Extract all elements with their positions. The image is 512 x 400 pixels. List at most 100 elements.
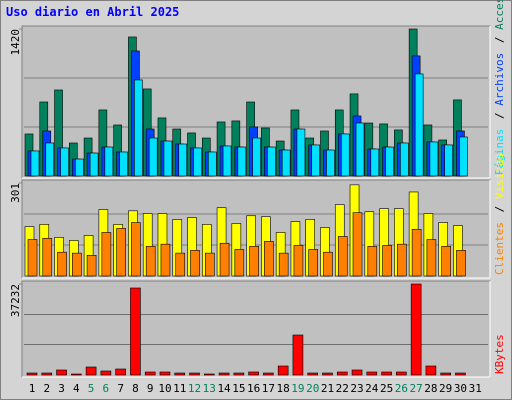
- bar: [56, 369, 67, 376]
- x-tick-label: 29: [439, 382, 452, 395]
- legend: KBytes: [493, 334, 506, 374]
- chart-title: Uso diario en Abril 2025: [6, 5, 179, 19]
- bar: [233, 372, 245, 376]
- y-tick-label: 301: [9, 183, 22, 203]
- bar: [293, 245, 304, 277]
- bar: [45, 142, 55, 177]
- bar: [248, 371, 259, 376]
- bar: [322, 372, 333, 376]
- bar: [174, 372, 186, 376]
- bar: [86, 254, 97, 277]
- bar: [425, 365, 437, 376]
- bar: [30, 150, 40, 177]
- bar: [115, 368, 126, 376]
- y-tick-label: 37232: [9, 284, 22, 317]
- bar: [370, 148, 380, 177]
- bar: [57, 251, 67, 277]
- bar: [456, 250, 466, 277]
- bar: [366, 371, 378, 376]
- bar: [145, 246, 156, 277]
- bar: [355, 122, 365, 177]
- bar: [119, 151, 128, 177]
- bar: [277, 365, 289, 376]
- bar: [219, 242, 230, 277]
- legend-entry: KBytes: [493, 334, 506, 374]
- x-tick-label: 27: [410, 382, 423, 395]
- bar: [382, 245, 392, 277]
- x-tick-label: 5: [88, 382, 95, 395]
- x-tick-label: 4: [73, 382, 80, 395]
- bar: [72, 252, 82, 277]
- legend-separator: /: [493, 106, 506, 126]
- bar: [85, 366, 97, 376]
- bar: [410, 283, 422, 376]
- bar: [455, 372, 466, 376]
- bar: [263, 372, 274, 376]
- x-tick-label: 24: [365, 382, 379, 395]
- legend-entry: Accesos: [493, 0, 506, 30]
- bar: [249, 246, 259, 277]
- x-tick-label: 16: [247, 382, 260, 395]
- bar: [41, 372, 53, 376]
- x-tick-label: 23: [350, 382, 363, 395]
- bar: [414, 73, 424, 177]
- bar: [71, 373, 82, 376]
- bar: [296, 128, 306, 177]
- x-tick-label: 25: [380, 382, 393, 395]
- x-tick-label: 9: [147, 382, 154, 395]
- x-tick-label: 28: [424, 382, 437, 395]
- x-tick-label: 2: [43, 382, 50, 395]
- x-tick-label: 7: [117, 382, 124, 395]
- x-tick-label: 3: [58, 382, 65, 395]
- bar: [278, 252, 289, 277]
- y-tick-label: 1420: [9, 29, 22, 56]
- x-tick-label: 1: [29, 382, 36, 395]
- bar: [337, 236, 348, 277]
- bar: [459, 136, 468, 177]
- bar: [189, 372, 200, 376]
- bar: [264, 241, 274, 277]
- legend-separator: /: [493, 199, 506, 219]
- bar: [340, 133, 350, 177]
- x-tick-label: 11: [173, 382, 186, 395]
- bar: [441, 246, 451, 277]
- x-tick-label: 13: [203, 382, 216, 395]
- x-tick-label: 18: [277, 382, 290, 395]
- bar: [178, 143, 188, 177]
- bar: [381, 371, 392, 376]
- bar: [396, 371, 407, 376]
- bar: [89, 152, 99, 177]
- bar: [163, 140, 173, 177]
- bar: [222, 145, 232, 177]
- bar: [160, 243, 171, 277]
- x-tick-label: 17: [262, 382, 275, 395]
- bar: [307, 372, 319, 376]
- x-tick-label: 30: [454, 382, 467, 395]
- bar: [42, 238, 53, 277]
- legend: Clientes / Visitas: [493, 153, 506, 275]
- bar: [148, 137, 158, 177]
- legend-entry: Clientes: [493, 222, 506, 275]
- bar: [237, 146, 247, 177]
- bar: [385, 146, 394, 177]
- x-tick-label: 20: [306, 382, 319, 395]
- bar: [175, 252, 186, 277]
- x-tick-label: 6: [103, 382, 110, 395]
- bar: [351, 369, 363, 376]
- x-tick-label: 21: [321, 382, 334, 395]
- bar: [101, 232, 112, 277]
- bar: [397, 243, 407, 277]
- bar: [218, 372, 230, 376]
- x-tick-label: 26: [395, 382, 408, 395]
- x-tick-label: 31: [469, 382, 482, 395]
- x-tick-label: 8: [132, 382, 139, 395]
- x-tick-label: 14: [217, 382, 231, 395]
- bar: [292, 334, 304, 376]
- bar: [104, 146, 114, 177]
- bar: [308, 249, 319, 277]
- bar: [75, 158, 84, 177]
- legend-entry: Archivos: [493, 53, 506, 106]
- bar: [323, 251, 333, 277]
- bar: [311, 144, 321, 177]
